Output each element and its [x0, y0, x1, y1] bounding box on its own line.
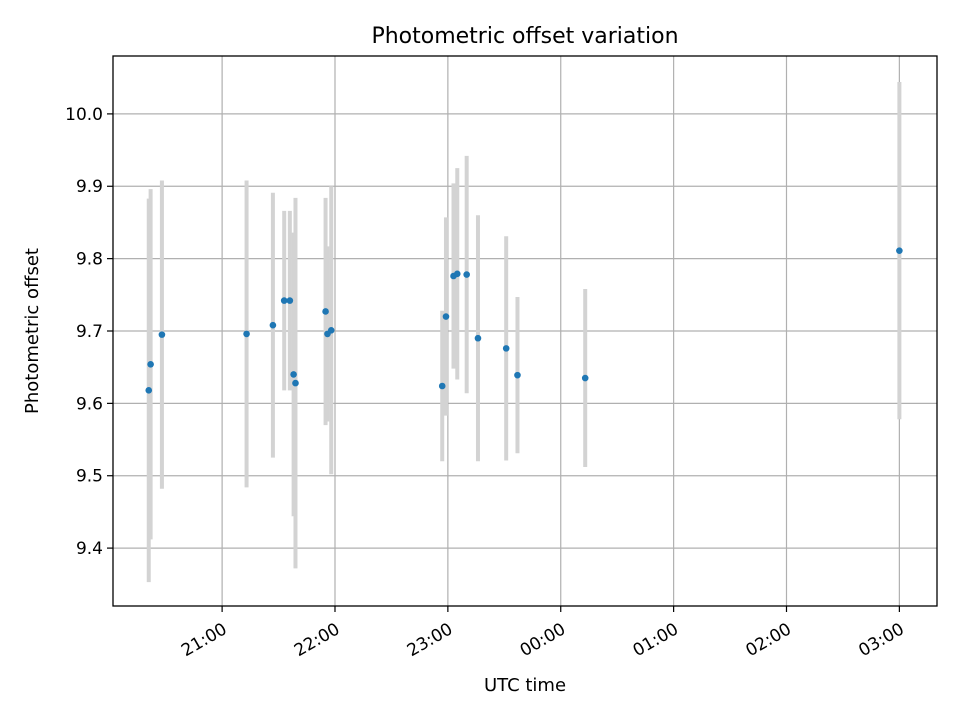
data-point: [147, 360, 154, 368]
data-point: [290, 371, 297, 378]
data-point: [158, 331, 166, 338]
x-tick-label: 03:00: [855, 619, 907, 661]
grid-layer: [113, 56, 937, 606]
y-axis-label: Photometric offset: [22, 248, 43, 414]
data-point: [463, 271, 470, 278]
data-point: [327, 326, 335, 334]
data-point: [269, 321, 277, 329]
x-tick-label: 02:00: [743, 619, 795, 661]
data-point: [581, 374, 589, 382]
data-point: [243, 330, 250, 338]
y-tick-label: 9.5: [76, 467, 103, 487]
x-tick-label: 21:00: [178, 619, 230, 661]
x-tick-label: 01:00: [630, 619, 682, 661]
point-layer: [145, 247, 903, 394]
x-axis-label: UTC time: [484, 675, 566, 696]
data-point: [438, 382, 446, 390]
data-point: [286, 297, 294, 304]
y-axis-ticks: 9.4 9.5 9.6 9.7 9.8 9.9 10.0: [65, 105, 113, 559]
x-tick-label: 22:00: [291, 619, 343, 661]
data-point: [502, 345, 510, 352]
y-tick-label: 9.9: [76, 177, 103, 197]
y-tick-label: 9.6: [76, 394, 103, 414]
x-tick-label: 23:00: [404, 619, 456, 661]
y-tick-label: 9.7: [76, 322, 103, 342]
data-point: [514, 371, 521, 379]
y-tick-label: 9.8: [76, 250, 103, 270]
data-point: [292, 379, 299, 387]
x-axis-ticks: 21:00 22:00 23:00 00:00 01:00 02:00 03:00: [178, 606, 908, 661]
data-point: [474, 334, 482, 342]
data-point: [442, 313, 450, 320]
data-point: [322, 308, 329, 315]
y-tick-label: 9.4: [76, 539, 103, 559]
chart-title: Photometric offset variation: [371, 24, 678, 49]
data-point: [896, 247, 903, 254]
y-tick-label: 10.0: [65, 105, 103, 125]
data-point: [145, 387, 153, 394]
data-point: [453, 270, 461, 278]
data-point: [280, 297, 288, 304]
x-tick-label: 00:00: [517, 619, 569, 661]
